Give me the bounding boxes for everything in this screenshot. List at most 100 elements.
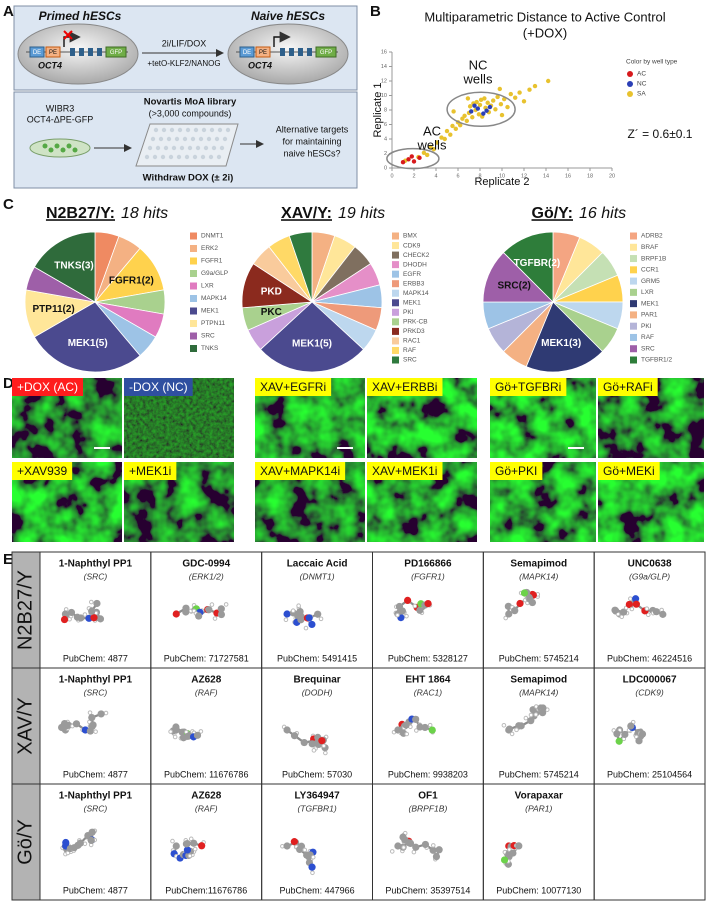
atom [290, 732, 299, 740]
atom [283, 726, 291, 734]
legend-swatch [627, 91, 633, 97]
legend-swatch [630, 356, 637, 364]
atom [395, 602, 404, 611]
h-atom [310, 854, 316, 860]
h-atom [503, 615, 508, 621]
well [203, 145, 209, 151]
slice-label: MEK1(5) [68, 338, 108, 349]
legend-swatch [630, 345, 637, 353]
point [521, 99, 527, 104]
compound-name: PD166866 [404, 559, 452, 570]
point [475, 106, 480, 111]
atom [88, 607, 96, 615]
legend-swatch [190, 345, 197, 352]
well [144, 154, 150, 160]
chart-title: Gö/Y: [532, 205, 573, 222]
point [434, 140, 440, 145]
atom [60, 615, 69, 624]
atom [72, 720, 81, 728]
h-atom [501, 723, 507, 728]
chart-subtitle: 19 hits [338, 205, 385, 222]
h-atom [168, 729, 173, 734]
point [470, 115, 475, 120]
atom [93, 599, 101, 608]
atom [539, 709, 547, 717]
cell [593, 783, 706, 901]
compound-target: (RAF) [195, 687, 218, 697]
atom [515, 842, 523, 850]
h-atom [311, 748, 317, 753]
atom [195, 612, 203, 620]
h-atom [87, 710, 93, 715]
legend-swatch [190, 282, 197, 290]
point [546, 78, 551, 84]
atom [505, 725, 514, 733]
badge [598, 378, 658, 396]
atom [172, 723, 180, 731]
chart-subtitle: 18 hits [121, 205, 168, 222]
h-atom [528, 712, 534, 718]
pubchem-id: PubChem: 11676786 [164, 769, 248, 779]
legend-swatch [392, 318, 399, 326]
well [198, 136, 204, 142]
well [190, 136, 196, 142]
legend-label: MEK1 [641, 300, 659, 307]
point [448, 132, 453, 137]
atom [70, 844, 78, 852]
legend-label: FGFR1 [201, 258, 223, 265]
well [166, 136, 172, 142]
compound-target: (MAPK14) [519, 571, 558, 581]
atom [652, 608, 660, 616]
exon [97, 48, 102, 56]
point [469, 109, 474, 114]
compound-target: (CDK9) [635, 687, 664, 697]
atom [659, 610, 667, 618]
legend-swatch [392, 346, 399, 354]
badge [490, 378, 567, 396]
point [467, 104, 473, 109]
atom [190, 839, 198, 847]
legend-swatch [630, 288, 637, 296]
legend-label: LXR [641, 289, 654, 296]
pubchem-id: PubChem: 9938203 [388, 769, 468, 779]
compound-target: (RAF) [195, 803, 218, 813]
legend-swatch [392, 289, 399, 297]
point [485, 100, 490, 105]
badge [490, 462, 543, 480]
construct-label: PE [259, 50, 267, 56]
h-atom [628, 596, 633, 601]
point [527, 87, 532, 92]
legend-swatch [630, 255, 637, 263]
legend-label: BMX [403, 233, 418, 240]
point [425, 152, 430, 158]
h-atom [318, 616, 324, 622]
slice-label: PKC [261, 307, 282, 318]
slice-label: TGFBR(2) [514, 258, 561, 269]
x-tick-label: 0 [390, 173, 393, 179]
atom [318, 737, 326, 745]
atom [404, 596, 412, 605]
compound-name: 1-Naphthyl PP1 [59, 675, 133, 686]
well [161, 127, 167, 133]
pubchem-id: PubChem: 71727581 [164, 653, 249, 663]
h-atom [629, 606, 635, 612]
pubchem-id: PubChem:11676786 [165, 885, 247, 895]
point [472, 103, 477, 108]
compound-target: (ERK1/2) [189, 571, 224, 581]
legend-swatch [392, 242, 399, 250]
y-axis-label: Replicate 1 [372, 82, 384, 137]
atom [205, 606, 213, 614]
annotation: wells [463, 71, 493, 86]
panel-label: D [3, 375, 14, 392]
question: for maintaining [282, 136, 341, 146]
h-atom [389, 849, 395, 854]
de [29, 46, 45, 58]
h-atom [198, 729, 204, 734]
well [192, 154, 198, 160]
panel-label: B [370, 3, 381, 20]
legend-swatch [392, 337, 399, 345]
well [187, 145, 193, 151]
point [505, 104, 510, 110]
h-atom [302, 847, 308, 853]
point [431, 146, 436, 152]
